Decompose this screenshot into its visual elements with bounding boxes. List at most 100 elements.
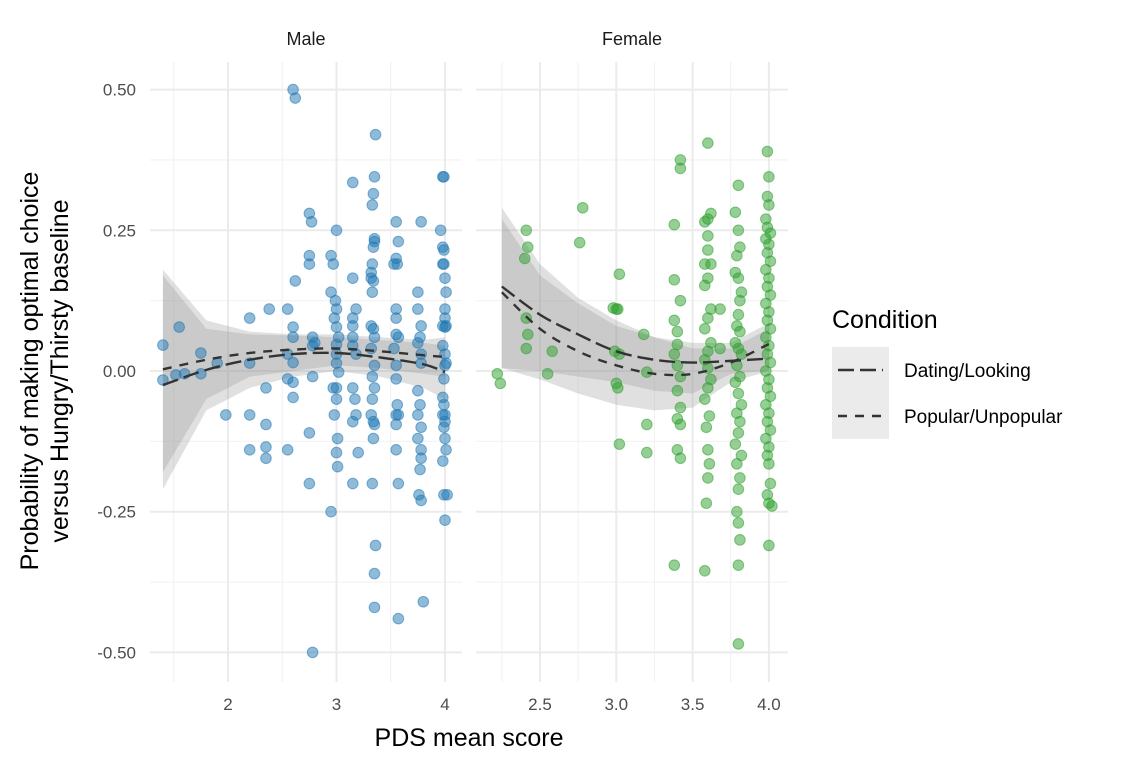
data-point xyxy=(366,393,379,405)
data-point xyxy=(714,303,726,315)
data-point xyxy=(332,366,345,378)
data-point xyxy=(699,564,711,577)
data-point xyxy=(412,286,424,299)
data-point xyxy=(287,376,299,389)
data-point xyxy=(702,472,714,484)
data-point xyxy=(668,218,681,231)
data-point xyxy=(703,410,716,422)
data-point xyxy=(699,393,711,405)
data-point xyxy=(520,224,533,237)
data-point xyxy=(734,534,746,546)
data-point xyxy=(415,494,427,507)
data-point xyxy=(388,342,400,355)
data-point xyxy=(438,171,450,183)
data-point xyxy=(390,373,402,385)
legend-label-dating-looking: Dating/Looking xyxy=(904,361,1031,382)
data-point xyxy=(414,463,426,476)
data-point xyxy=(702,382,714,394)
data-point xyxy=(330,446,343,459)
strip-label-male: Male xyxy=(286,29,325,49)
data-point xyxy=(243,443,256,456)
data-point xyxy=(390,418,402,431)
data-point xyxy=(705,207,717,220)
data-point xyxy=(440,443,452,456)
data-point xyxy=(366,199,379,211)
data-point xyxy=(327,382,340,394)
data-point xyxy=(732,179,745,192)
data-point xyxy=(434,224,447,237)
data-point xyxy=(243,312,256,324)
confidence-band-dating-looking xyxy=(162,275,445,490)
data-point xyxy=(705,258,717,270)
data-point xyxy=(729,438,742,450)
x-tick-label: 3 xyxy=(332,695,341,714)
data-point xyxy=(674,162,687,175)
data-point xyxy=(392,477,405,490)
data-point xyxy=(368,171,381,183)
data-point xyxy=(546,345,559,358)
data-point xyxy=(346,382,359,394)
data-point xyxy=(699,322,711,335)
data-point xyxy=(612,303,624,315)
data-point xyxy=(439,514,451,526)
data-point xyxy=(412,409,424,421)
data-point xyxy=(732,517,745,529)
data-point xyxy=(641,366,653,378)
data-point xyxy=(412,384,424,397)
y-tick-label: 0.00 xyxy=(103,362,136,381)
data-point xyxy=(700,497,713,510)
data-point xyxy=(368,382,381,394)
x-axis-ticks: 2 3 4 2.5 3.0 3.5 4.0 xyxy=(223,695,780,714)
data-point xyxy=(491,368,504,380)
data-point xyxy=(390,312,402,324)
data-point xyxy=(763,171,775,183)
data-point xyxy=(439,432,451,445)
data-point xyxy=(287,321,299,333)
data-point xyxy=(438,421,450,434)
data-point xyxy=(731,458,743,470)
data-point xyxy=(494,377,507,390)
data-point xyxy=(412,337,424,349)
y-tick-label: -0.50 xyxy=(97,643,136,662)
data-point xyxy=(731,505,743,518)
data-point xyxy=(195,347,207,359)
data-point xyxy=(309,337,321,349)
data-point xyxy=(415,320,427,332)
data-point xyxy=(368,359,381,372)
data-point xyxy=(157,339,169,351)
data-point xyxy=(260,441,272,453)
data-point xyxy=(729,206,742,219)
data-point xyxy=(368,601,381,614)
data-point xyxy=(732,272,745,284)
data-point xyxy=(732,308,745,321)
data-point xyxy=(612,382,624,394)
data-point xyxy=(702,137,714,149)
smooth-line-dating-looking xyxy=(162,351,446,387)
data-point xyxy=(521,328,534,341)
data-point xyxy=(671,384,684,397)
data-point xyxy=(392,331,405,344)
data-point xyxy=(441,489,453,501)
data-point xyxy=(714,342,726,355)
data-point xyxy=(735,348,748,360)
data-point xyxy=(415,421,427,434)
data-point xyxy=(702,443,714,456)
data-point xyxy=(243,409,256,421)
data-point xyxy=(157,374,169,386)
data-point xyxy=(305,216,318,228)
x-axis-title: PDS mean score xyxy=(375,724,564,752)
data-point xyxy=(674,401,687,414)
data-point xyxy=(641,446,653,459)
y-tick-label: 0.25 xyxy=(103,221,136,240)
data-point xyxy=(392,409,405,421)
data-point xyxy=(263,303,276,315)
data-point xyxy=(367,241,380,253)
data-point xyxy=(732,387,745,400)
data-point xyxy=(306,370,319,383)
data-point xyxy=(346,176,359,189)
data-point xyxy=(367,432,380,445)
data-point xyxy=(306,646,319,659)
data-point xyxy=(732,224,745,237)
data-point xyxy=(366,286,379,299)
data-point xyxy=(367,275,380,287)
